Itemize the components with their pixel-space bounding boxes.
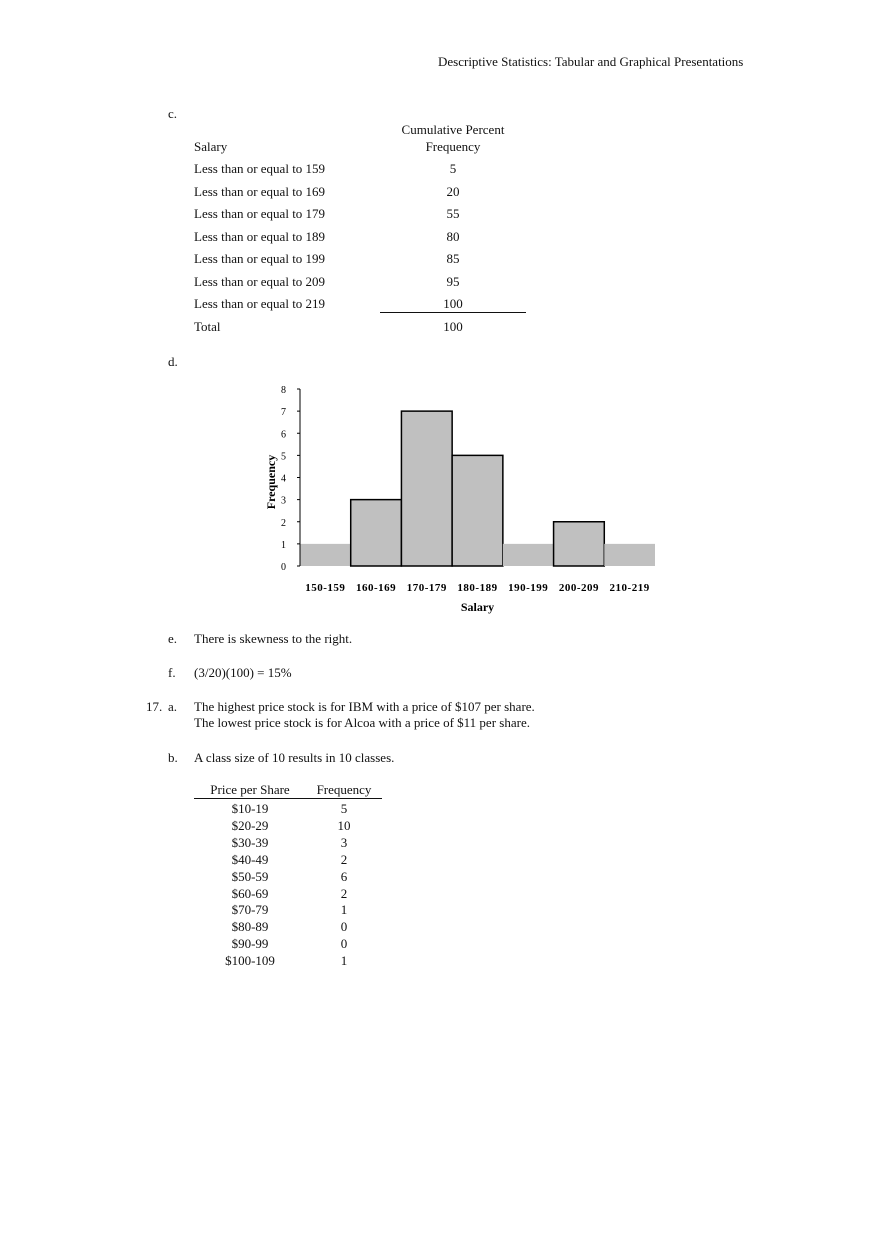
histogram-bar <box>502 543 554 566</box>
price-cell: $50-59 <box>231 868 269 884</box>
price-cell: $100-109 <box>225 953 275 969</box>
x-tick-label: 190-199 <box>508 582 548 594</box>
price-cell: $40-49 <box>231 851 269 867</box>
histogram: 0 1 2 3 4 5 6 7 8 150-159 160-169 170-179 180-189 190… <box>264 385 655 614</box>
part-d-label: d. <box>168 354 178 369</box>
salary-cell: Less than or equal to 209 <box>194 273 326 289</box>
part-f-label: f. <box>168 665 176 680</box>
part-e-text: There is skewness to the right. <box>194 631 353 646</box>
q17-a-label: a. <box>168 699 178 714</box>
cum-percent-cell: 20 <box>446 183 460 199</box>
part-e-label: e. <box>168 631 178 646</box>
y-tick-label: 4 <box>281 474 286 485</box>
price-cell: $70-79 <box>231 902 269 918</box>
q17-number: 17. <box>146 699 163 714</box>
part-c-label: c. <box>168 106 178 121</box>
y-tick-label: 8 <box>281 385 286 396</box>
cum-percent-cell: 100 <box>443 296 463 311</box>
freq-cell: 10 <box>337 817 351 833</box>
cum-percent-cell: 95 <box>446 273 460 289</box>
y-tick-label: 7 <box>281 407 286 418</box>
y-tick-label: 2 <box>281 518 286 529</box>
histogram-bar <box>400 410 453 567</box>
cum-percent-cell: 55 <box>446 206 460 221</box>
histogram-bar <box>349 498 403 567</box>
cum-percent-cell: 5 <box>449 161 457 176</box>
x-tick-label: 200-209 <box>559 582 599 594</box>
freq-cell: 0 <box>340 936 348 952</box>
price-cell: $10-19 <box>231 801 269 816</box>
y-tick-label: 6 <box>281 429 286 440</box>
q17-b-label: b. <box>168 750 178 765</box>
freq-cell: 5 <box>340 801 348 816</box>
salary-cell: Less than or equal to 169 <box>194 183 326 199</box>
q17-a-line1: The highest price stock is for IBM with … <box>194 699 535 714</box>
col-cum-header-1: Cumulative Percent <box>401 122 505 137</box>
col-freq-header: Frequency <box>316 782 372 797</box>
freq-cell: 1 <box>340 953 348 969</box>
freq-cell: 0 <box>340 919 348 935</box>
q17-b-text: A class size of 10 results in 10 classes… <box>194 750 395 765</box>
freq-cell: 6 <box>340 868 348 884</box>
y-tick-label: 3 <box>281 496 286 507</box>
histogram-bar <box>552 521 606 567</box>
salary-cell: Less than or equal to 199 <box>194 251 326 266</box>
price-cell: $20-29 <box>231 817 269 833</box>
salary-cell: Less than or equal to 159 <box>194 161 326 176</box>
x-tick-label: 150-159 <box>305 582 345 594</box>
salary-cell: Less than or equal to 189 <box>194 228 326 244</box>
price-cell: $90-99 <box>231 936 269 952</box>
total-value: 100 <box>443 319 463 334</box>
histogram-bar <box>300 543 351 566</box>
price-cell: $80-89 <box>231 919 269 935</box>
q17-a-line2: The lowest price stock is for Alcoa with… <box>194 715 530 730</box>
x-tick-label: 180-189 <box>457 582 497 594</box>
price-cell: $30-39 <box>231 834 269 850</box>
running-header: Descriptive Statistics: Tabular and Grap… <box>438 54 744 69</box>
part-f-text: (3/20)(100) = 15% <box>194 665 292 680</box>
y-tick-label: 0 <box>281 562 286 573</box>
histogram-bar <box>604 543 655 566</box>
x-axis-label: Salary <box>461 600 494 614</box>
freq-cell: 1 <box>340 902 348 918</box>
freq-cell: 2 <box>340 851 348 867</box>
col-salary-header: Salary <box>194 139 228 154</box>
total-label: Total <box>194 319 221 334</box>
col-cum-header-2: Frequency <box>425 139 481 154</box>
total-divider <box>380 312 526 313</box>
price-cell: $60-69 <box>231 885 269 901</box>
salary-cell: Less than or equal to 179 <box>194 206 326 221</box>
y-tick-label: 5 <box>281 451 286 462</box>
y-axis-label: Frequency <box>264 455 278 509</box>
x-tick-label: 160-169 <box>356 582 396 594</box>
freq-cell: 2 <box>340 885 348 901</box>
freq-cell: 3 <box>340 834 348 850</box>
histogram-bar <box>451 454 504 567</box>
cum-percent-cell: 85 <box>446 251 460 266</box>
col-price-header: Price per Share <box>210 782 290 797</box>
y-tick-label: 1 <box>281 540 286 551</box>
cum-percent-cell: 80 <box>446 228 460 244</box>
salary-cell: Less than or equal to 219 <box>194 296 326 311</box>
price-table-divider <box>194 798 382 799</box>
x-tick-label: 210-219 <box>610 582 650 594</box>
x-tick-label: 170-179 <box>407 582 447 594</box>
